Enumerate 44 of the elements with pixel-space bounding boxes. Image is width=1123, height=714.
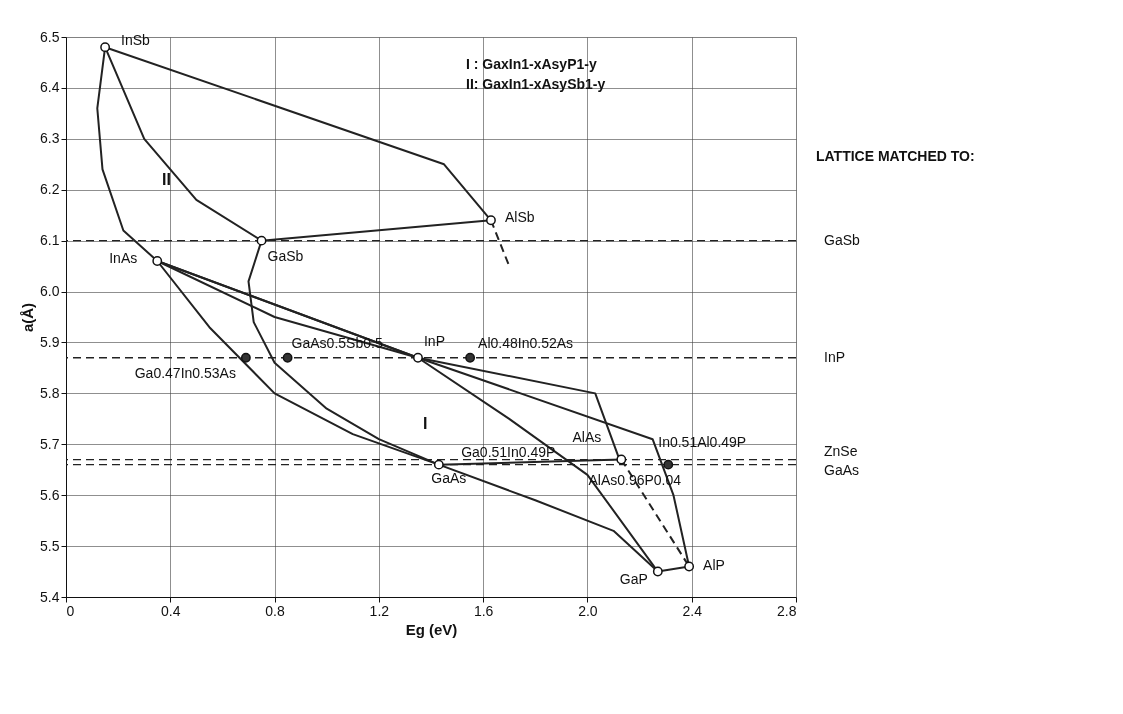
annotation: InSb bbox=[121, 32, 151, 49]
annotation: Al0.48In0.52As bbox=[478, 334, 574, 351]
annotation: Ga0.47In0.53As bbox=[134, 364, 236, 381]
x-tick-label: 0 bbox=[66, 602, 75, 619]
x-tick-label: 2.8 bbox=[777, 602, 797, 619]
annotation: II: GaxIn1-xAsySb1-y bbox=[466, 76, 606, 92]
y-tick-label: 6.0 bbox=[40, 283, 60, 300]
annotation: I bbox=[423, 415, 428, 432]
annotation: AlSb bbox=[504, 209, 535, 226]
x-tick-label: 2.0 bbox=[578, 602, 598, 619]
y-tick-label: 6.1 bbox=[40, 232, 60, 249]
annotation: AlAs bbox=[572, 428, 602, 445]
annotation: AlP bbox=[703, 557, 725, 574]
x-tick-label: 2.4 bbox=[682, 602, 703, 619]
annotation: II bbox=[162, 171, 171, 188]
y-tick-label: 5.5 bbox=[40, 537, 60, 554]
annotation: I : GaxIn1-xAsyP1-y bbox=[466, 56, 597, 72]
annotation: In0.51Al0.49P bbox=[658, 433, 747, 450]
y-tick-label: 5.8 bbox=[40, 384, 60, 401]
x-axis-title: Eg (eV) bbox=[405, 620, 458, 638]
x-tick-label: 1.2 bbox=[369, 602, 390, 619]
annotation: Ga0.51In0.49P bbox=[461, 443, 556, 460]
x-tick-label: 0.8 bbox=[265, 602, 286, 619]
y-tick-label: 6.5 bbox=[40, 28, 60, 45]
annotation: InP bbox=[423, 332, 445, 349]
annotation: InAs bbox=[109, 250, 138, 266]
y-axis-title: a(Å) bbox=[19, 302, 37, 333]
text: LATTICE MATCHED TO: bbox=[816, 148, 975, 164]
ref-line-label: GaAs bbox=[824, 461, 860, 478]
y-tick-label: 5.9 bbox=[40, 333, 60, 350]
annotation: GaP bbox=[619, 570, 648, 587]
y-tick-label: 6.4 bbox=[40, 79, 60, 96]
x-tick-label: 0.4 bbox=[161, 602, 181, 619]
annotation: GaAs bbox=[431, 469, 467, 486]
y-tick-label: 6.2 bbox=[40, 181, 60, 198]
y-tick-label: 5.6 bbox=[40, 486, 60, 503]
annotation: GaSb bbox=[267, 247, 304, 264]
ref-line-label: ZnSe bbox=[824, 442, 858, 459]
y-tick-label: 5.7 bbox=[40, 435, 60, 452]
ref-line-label: GaSb bbox=[824, 231, 861, 248]
y-tick-label: 5.4 bbox=[40, 588, 60, 605]
ref-line-label: InP bbox=[824, 348, 846, 365]
y-tick-label: 6.3 bbox=[40, 130, 60, 147]
x-tick-label: 1.6 bbox=[473, 602, 494, 619]
